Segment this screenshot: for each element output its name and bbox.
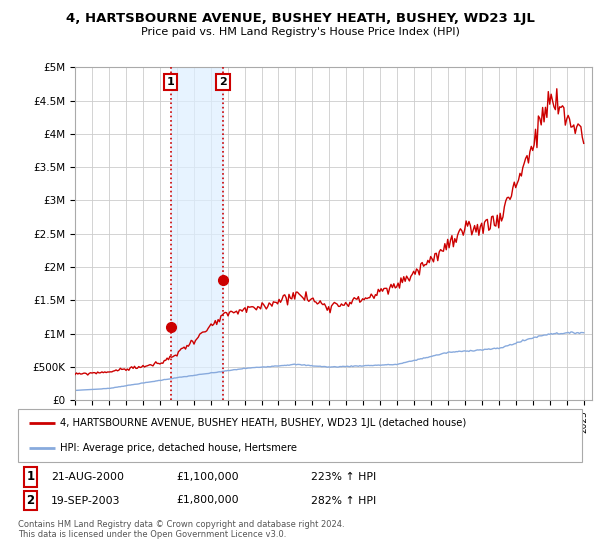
Text: 2: 2 [26,494,34,507]
Text: £1,800,000: £1,800,000 [176,496,239,506]
Text: 19-SEP-2003: 19-SEP-2003 [51,496,120,506]
Bar [170,67,223,400]
Text: Contains HM Land Registry data © Crown copyright and database right 2024.
This d: Contains HM Land Registry data © Crown c… [18,520,344,539]
Text: 4, HARTSBOURNE AVENUE, BUSHEY HEATH, BUSHEY, WD23 1JL (detached house): 4, HARTSBOURNE AVENUE, BUSHEY HEATH, BUS… [60,418,467,428]
Text: 1: 1 [26,470,34,483]
Text: Price paid vs. HM Land Registry's House Price Index (HPI): Price paid vs. HM Land Registry's House … [140,27,460,37]
Text: 282% ↑ HPI: 282% ↑ HPI [311,496,377,506]
Text: £1,100,000: £1,100,000 [176,472,239,482]
Text: 4, HARTSBOURNE AVENUE, BUSHEY HEATH, BUSHEY, WD23 1JL: 4, HARTSBOURNE AVENUE, BUSHEY HEATH, BUS… [65,12,535,25]
Bar [24,466,37,487]
Text: 2: 2 [219,77,227,87]
Text: HPI: Average price, detached house, Hertsmere: HPI: Average price, detached house, Hert… [60,442,298,452]
Text: 21-AUG-2000: 21-AUG-2000 [51,472,124,482]
Text: 223% ↑ HPI: 223% ↑ HPI [311,472,377,482]
Text: 1: 1 [167,77,175,87]
Bar [24,491,37,511]
